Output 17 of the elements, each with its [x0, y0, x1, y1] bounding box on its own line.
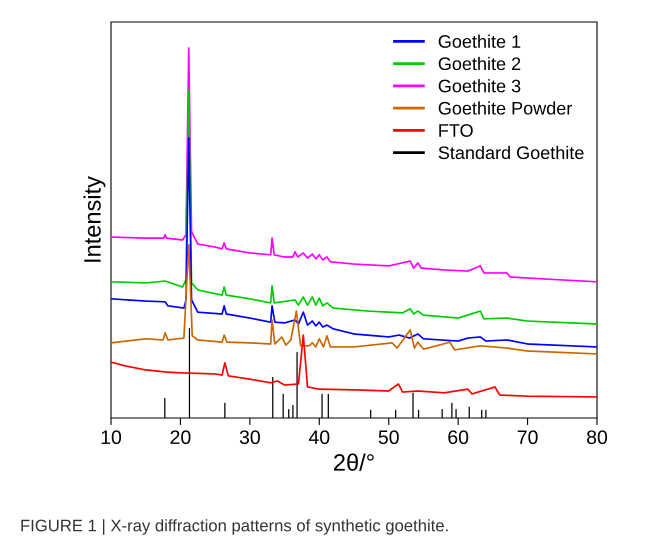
x-tick-label: 30 [240, 430, 260, 444]
x-tick-label: 50 [378, 430, 399, 444]
caption: FIGURE 1 | X-ray diffraction patterns of synthetic goethite. [21, 519, 448, 535]
x-tick-label: 20 [170, 430, 190, 444]
x-tick-label: 10 [102, 430, 122, 444]
legend-label: Standard Goethite [438, 146, 584, 160]
legend-label: Goethite 1 [438, 34, 520, 48]
y-axis-title: Intensity [83, 176, 106, 262]
legend-label: Goethite Powder [438, 101, 572, 115]
legend-label: FTO [439, 124, 473, 137]
legend-label: Goethite 3 [438, 79, 520, 92]
x-tick-label: 80 [587, 430, 608, 444]
x-tick-label: 40 [308, 430, 330, 444]
x-tick-label: 60 [448, 430, 468, 444]
x-axis-title: 2θ/° [334, 453, 374, 471]
legend-label: Goethite 2 [438, 56, 520, 70]
x-tick-label: 70 [518, 430, 538, 444]
